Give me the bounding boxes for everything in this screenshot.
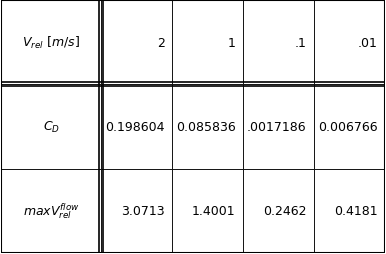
Bar [172, 85, 243, 169]
Text: .01: .01 [358, 37, 378, 50]
Text: 0.4181: 0.4181 [334, 204, 378, 217]
Text: 1.4001: 1.4001 [192, 204, 236, 217]
Bar [243, 169, 314, 253]
Text: 0.198604: 0.198604 [105, 121, 165, 133]
Text: .0017186: .0017186 [247, 121, 306, 133]
Bar [314, 85, 384, 169]
Text: 0.085836: 0.085836 [176, 121, 236, 133]
Bar [243, 1, 314, 85]
Bar [2, 1, 101, 85]
Bar [243, 85, 314, 169]
Bar [101, 85, 172, 169]
Text: 0.006766: 0.006766 [318, 121, 378, 133]
Bar [172, 1, 243, 85]
Text: $C_D$: $C_D$ [43, 119, 60, 135]
Bar [314, 169, 384, 253]
Bar [314, 1, 384, 85]
Bar [2, 169, 101, 253]
Text: 0.2462: 0.2462 [263, 204, 306, 217]
Text: $maxV_{rel}^{flow}$: $maxV_{rel}^{flow}$ [23, 201, 80, 220]
Text: 2: 2 [157, 37, 165, 50]
Text: $V_{rel}$ $[m/s]$: $V_{rel}$ $[m/s]$ [22, 35, 80, 51]
Text: 1: 1 [228, 37, 236, 50]
Bar [2, 85, 101, 169]
Bar [101, 1, 172, 85]
Bar [172, 169, 243, 253]
Text: 3.0713: 3.0713 [121, 204, 165, 217]
Bar [101, 169, 172, 253]
Text: .1: .1 [295, 37, 306, 50]
